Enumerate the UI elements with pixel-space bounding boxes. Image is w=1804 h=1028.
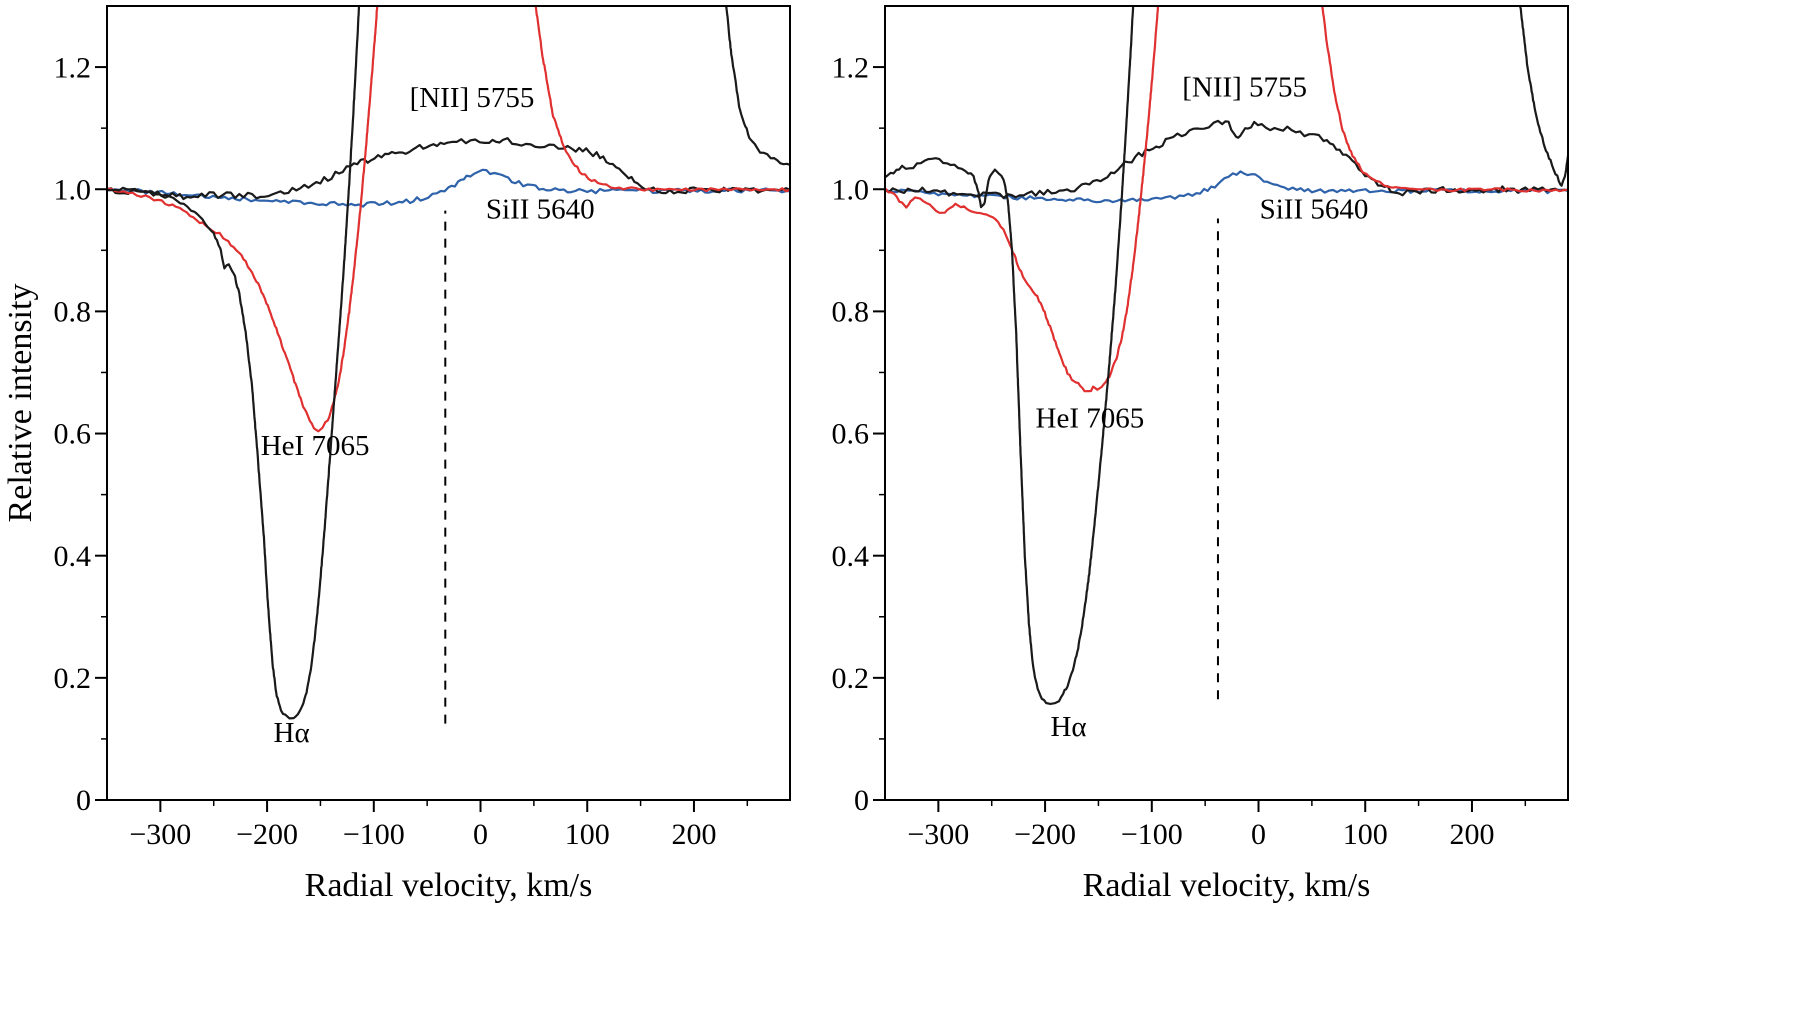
panel-right: −300 −200 −100 0 100 200 0 0.2 0.4 0.6 0.8 1.0 1.2 Ra… xyxy=(832,5,1569,904)
series-layer xyxy=(107,6,790,720)
x-tick-label: −200 xyxy=(1014,818,1076,851)
x-tick-label: 200 xyxy=(1449,818,1494,851)
x-tick-label: −300 xyxy=(907,818,969,851)
y-tick-label: 1.0 xyxy=(54,173,92,206)
x-tick-label: −100 xyxy=(1121,818,1183,851)
line-annotation: SiII 5640 xyxy=(486,194,595,226)
y-tick-label: 0.2 xyxy=(54,662,92,695)
panel-left: −300 −200 −100 0 100 200 0 0.2 0.4 0.6 0.8 1.0 1.2 Ra… xyxy=(54,5,791,904)
y-tick-label: 0.6 xyxy=(832,418,870,451)
x-axis-label: Radial velocity, km/s xyxy=(1083,867,1371,904)
x-tick-label: 0 xyxy=(473,818,488,851)
y-tick-label: 0 xyxy=(76,784,91,817)
y-tick-label: 0 xyxy=(854,784,869,817)
x-axis-label: Radial velocity, km/s xyxy=(305,867,593,904)
y-tick-label: 0.4 xyxy=(832,540,870,573)
line-annotation: [NII] 5755 xyxy=(410,82,535,114)
line-annotation: SiII 5640 xyxy=(1260,194,1369,226)
y-tick-label: 0.2 xyxy=(832,662,870,695)
halpha-line xyxy=(107,6,790,720)
y-tick-label: 1.2 xyxy=(54,51,92,84)
x-tick-label: 100 xyxy=(1343,818,1388,851)
x-tick-label: 200 xyxy=(671,818,716,851)
x-tick-label: 100 xyxy=(565,818,610,851)
x-tick-label: 0 xyxy=(1251,818,1266,851)
halpha-line xyxy=(885,6,1568,705)
x-tick-label: −300 xyxy=(129,818,191,851)
x-tick-label: −100 xyxy=(343,818,405,851)
y-tick-label: 0.8 xyxy=(832,296,870,329)
y-tick-label: 0.8 xyxy=(54,296,92,329)
y-axis-label: Relative intensity xyxy=(2,284,39,523)
hei-7065-line xyxy=(885,6,1568,393)
axis-ticks xyxy=(95,66,749,812)
series-layer xyxy=(885,6,1568,705)
hei-7065-line xyxy=(107,6,790,433)
sii-5640-line xyxy=(107,168,790,208)
line-annotation: Hα xyxy=(274,717,310,749)
axis-ticks xyxy=(873,66,1527,812)
x-tick-label: −200 xyxy=(236,818,298,851)
y-tick-label: 0.6 xyxy=(54,418,92,451)
line-annotation: HeI 7065 xyxy=(261,430,370,462)
nii-5755-line xyxy=(107,137,790,201)
plot-frame xyxy=(106,5,791,801)
nii-5755-line xyxy=(885,119,1568,200)
line-annotation: [NII] 5755 xyxy=(1182,71,1307,103)
y-tick-label: 0.4 xyxy=(54,540,92,573)
line-annotation: HeI 7065 xyxy=(1036,402,1145,434)
plot-frame xyxy=(884,5,1569,801)
y-tick-label: 1.0 xyxy=(832,173,870,206)
line-annotation: Hα xyxy=(1050,711,1086,743)
y-tick-label: 1.2 xyxy=(832,51,870,84)
